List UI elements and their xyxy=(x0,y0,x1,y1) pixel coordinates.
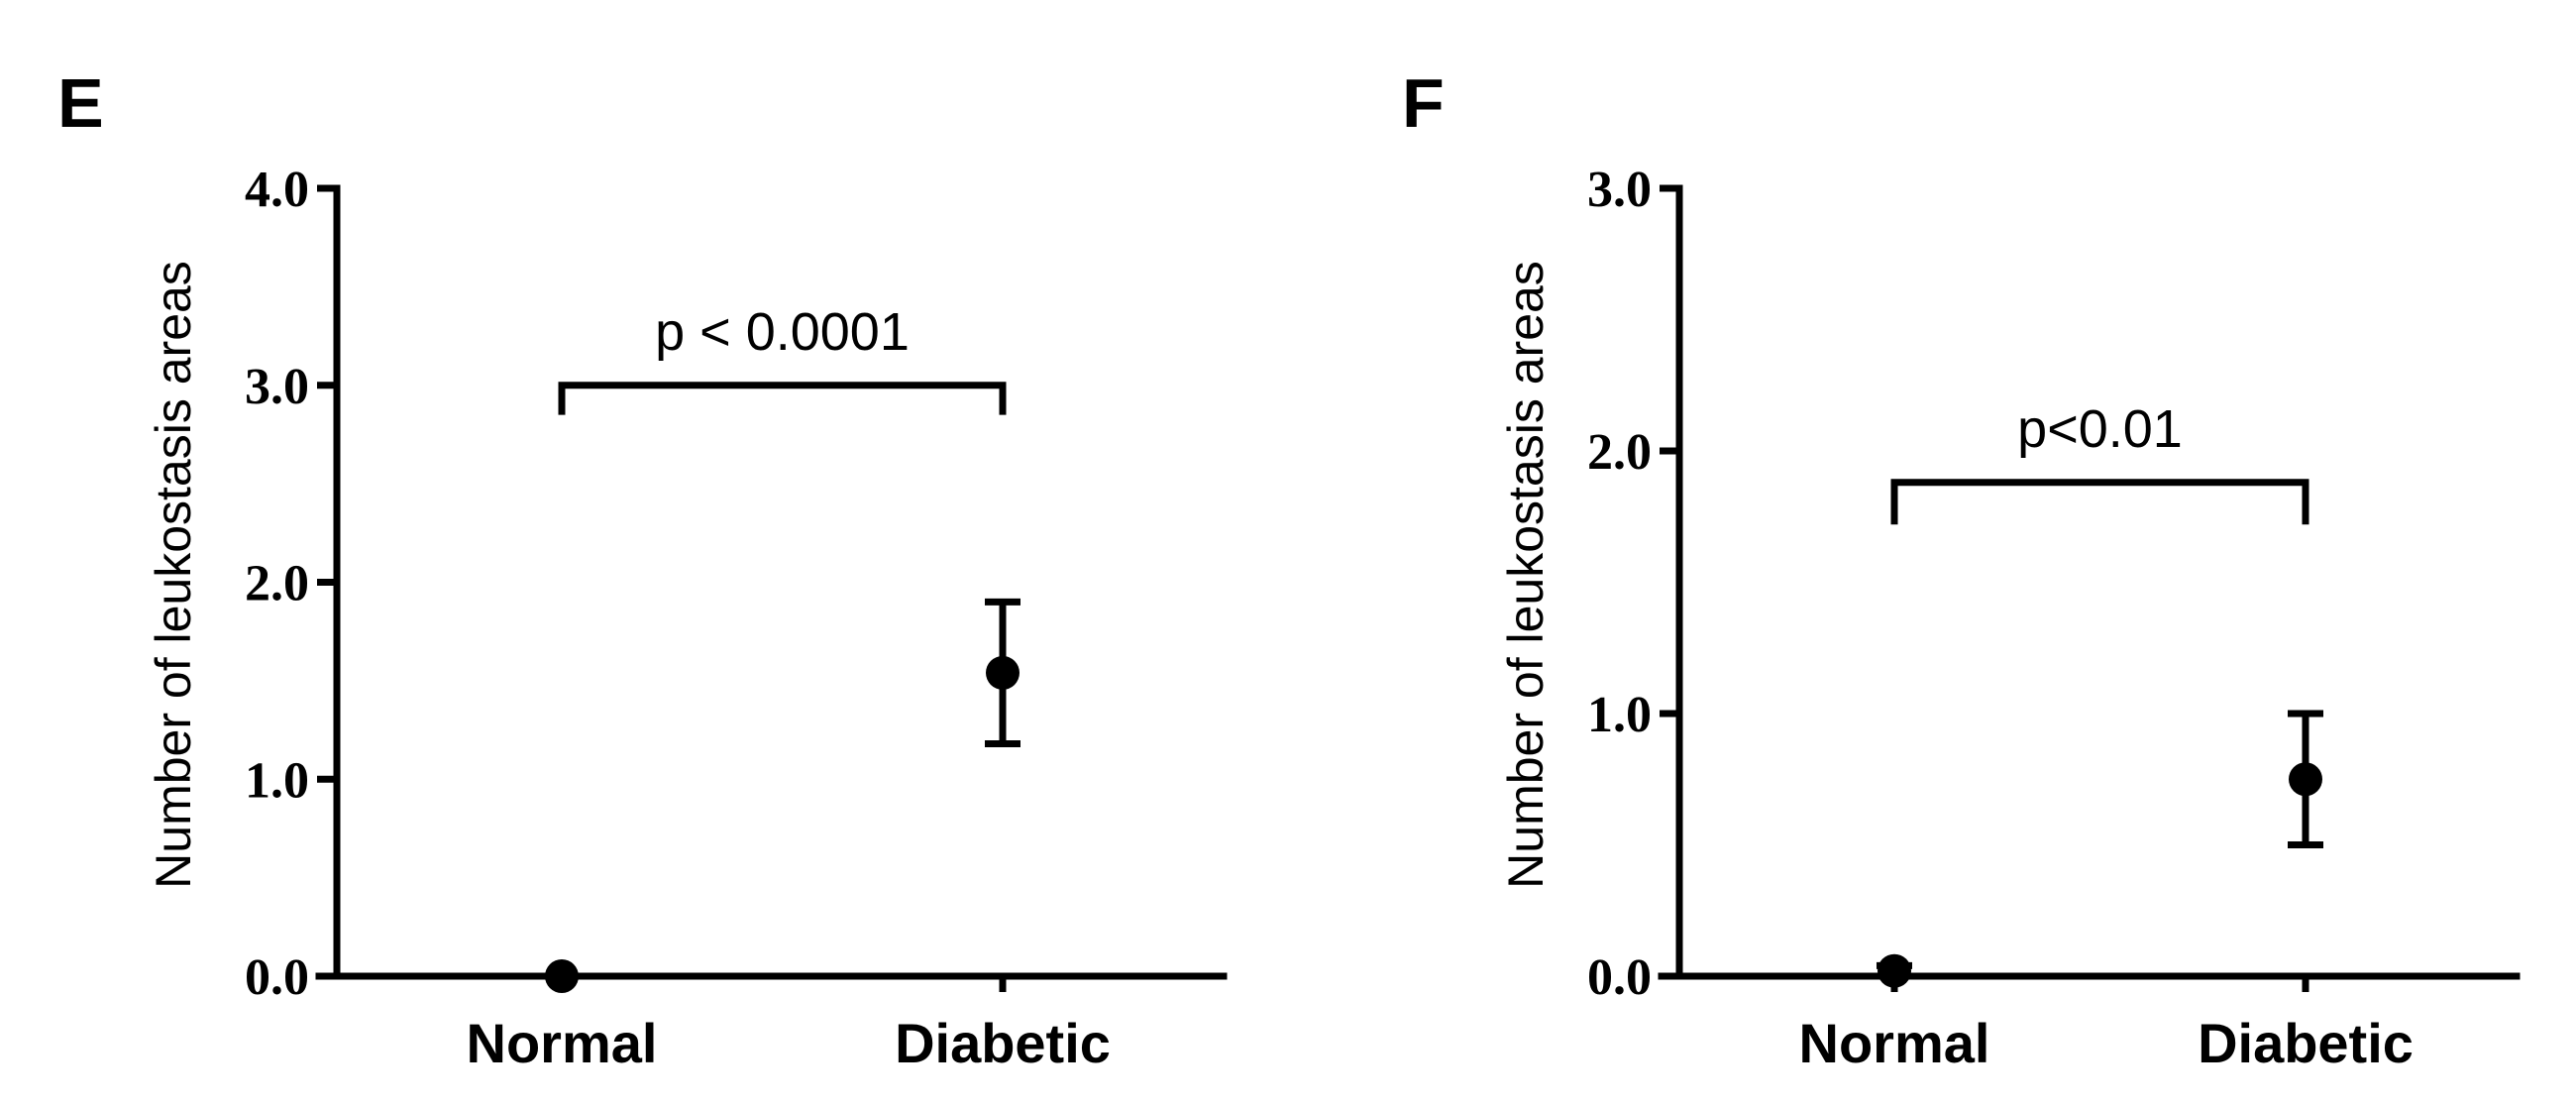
y-tick-label: 2.0 xyxy=(245,556,309,612)
x-tick-label: Diabetic xyxy=(895,1012,1111,1074)
y-tick-label: 3.0 xyxy=(245,359,309,415)
panel-f: F Number of leukostasis areas 0.0 1.0 2.0 3.0… xyxy=(1402,64,2521,1074)
y-tick-label: 1.0 xyxy=(1587,687,1652,743)
y-tick-label: 0.0 xyxy=(245,949,309,1006)
significance-bracket xyxy=(1890,479,2309,525)
y-tick-label: 4.0 xyxy=(245,162,309,218)
x-tick-label: Normal xyxy=(467,1012,658,1074)
y-tick-label: 2.0 xyxy=(1587,424,1652,481)
p-value-label: p<0.01 xyxy=(2017,399,2183,459)
significance-bracket xyxy=(558,382,1007,415)
y-tick-label: 0.0 xyxy=(1587,949,1652,1006)
x-tick-label: Diabetic xyxy=(2198,1012,2414,1074)
panel-e: E Number of leukostasis areas 0.0 1.0 2.0 3.0… xyxy=(57,64,1228,1074)
y-axis-label: Number of leukostasis areas xyxy=(146,261,201,889)
p-value-label: p < 0.0001 xyxy=(655,302,910,362)
y-tick-label: 1.0 xyxy=(245,752,309,809)
data-point-diabetic xyxy=(986,655,1020,690)
data-point-normal xyxy=(1878,953,1911,988)
y-tick-label: 3.0 xyxy=(1587,162,1652,218)
data-point-normal xyxy=(545,959,579,993)
x-tick-label: Normal xyxy=(1799,1012,1990,1074)
data-point-diabetic xyxy=(2289,762,2322,797)
y-axis-label: Number of leukostasis areas xyxy=(1498,261,1554,889)
panel-letter: E xyxy=(57,64,104,142)
panel-letter: F xyxy=(1402,64,1445,142)
